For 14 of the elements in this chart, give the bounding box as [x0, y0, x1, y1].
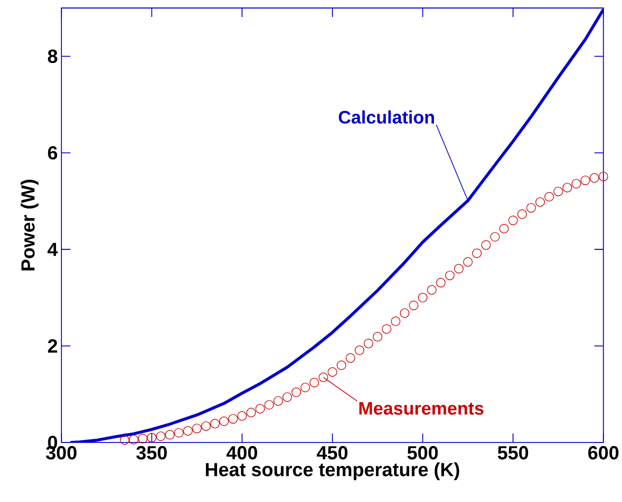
- x-tick-label: 600: [588, 446, 618, 460]
- x-tick-label: 550: [498, 446, 528, 460]
- y-axis-title: Power (W): [20, 180, 38, 270]
- text: Calculation: [338, 110, 434, 124]
- y-tick-label: 4: [48, 242, 58, 256]
- x-axis-title: Heat source temperature (K): [206, 462, 460, 480]
- y-tick-label: 2: [48, 339, 58, 353]
- y-tick-label: 6: [48, 146, 58, 160]
- x-tick-label: 500: [407, 446, 438, 460]
- y-tick-label: 8: [48, 50, 58, 63]
- x-tick-label: 350: [136, 446, 167, 460]
- x-tick-label: 400: [226, 446, 258, 460]
- text: Measurements: [359, 402, 484, 415]
- x-tick-label: 450: [316, 446, 348, 460]
